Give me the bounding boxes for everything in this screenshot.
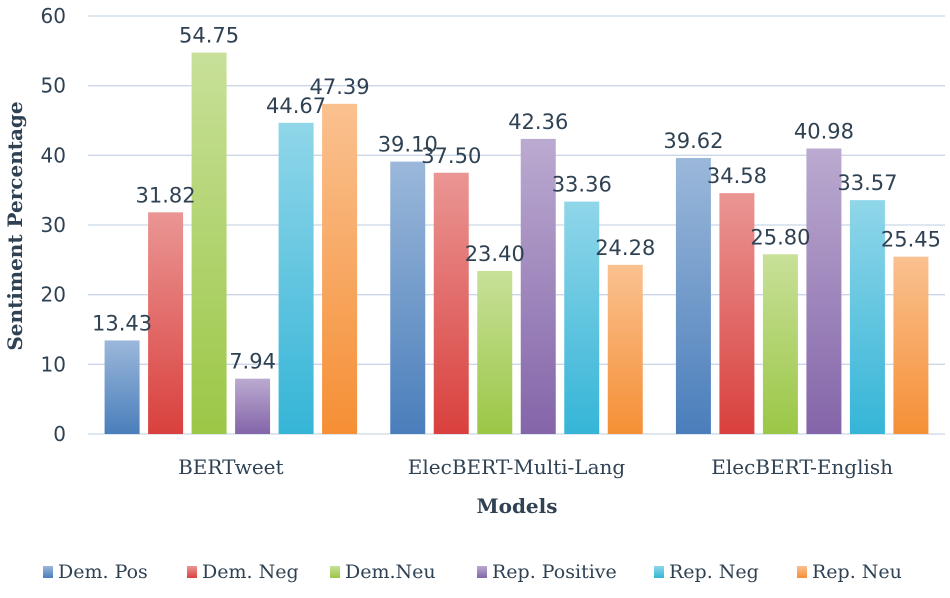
legend-swatch: [330, 566, 340, 578]
legend-label: Dem. Neg: [202, 561, 299, 583]
data-label: 25.80: [750, 225, 810, 249]
category-label: BERTweet: [178, 455, 283, 479]
data-label: 33.57: [837, 171, 897, 195]
data-label: 54.75: [179, 24, 239, 48]
data-label: 34.58: [707, 164, 767, 188]
data-label: 24.28: [595, 236, 655, 260]
y-tick-label: 50: [41, 74, 66, 98]
y-axis-title: Sentiment Percentage: [3, 101, 27, 350]
bar-dem-pos-0: [104, 340, 140, 434]
data-label: 39.62: [663, 129, 723, 153]
data-label: 47.39: [310, 75, 370, 99]
data-label: 44.67: [266, 94, 326, 118]
bars: [104, 52, 929, 435]
data-label: 31.82: [136, 183, 196, 207]
data-label: 7.94: [229, 350, 276, 374]
bar-dem-neg-0: [148, 212, 184, 434]
y-tick-label: 10: [41, 352, 66, 376]
bar-rep-neu-0: [322, 103, 358, 434]
y-tick-label: 0: [53, 422, 66, 446]
bar-rep-neg-2: [849, 200, 885, 434]
legend-label: Rep. Neg: [669, 561, 759, 583]
data-label: 39.10: [378, 133, 438, 157]
legend-swatch: [187, 566, 197, 578]
gridlines: [88, 15, 945, 435]
data-label: 37.50: [421, 144, 481, 168]
legend-label: Dem. Pos: [58, 561, 148, 583]
legend-swatch: [654, 566, 664, 578]
data-label: 23.40: [465, 242, 525, 266]
y-tick-label: 40: [41, 143, 66, 167]
data-label: 33.36: [552, 173, 612, 197]
bar-rep-neu-2: [893, 256, 929, 434]
category-label: ElecBERT-Multi-Lang: [408, 455, 626, 479]
legend-swatch: [797, 566, 807, 578]
legend-swatch: [477, 566, 487, 578]
legend-label: Rep. Positive: [492, 561, 617, 583]
bar-rep-neu-1: [607, 264, 643, 434]
legend-label: Rep. Neu: [812, 561, 902, 583]
category-label: ElecBERT-English: [711, 455, 893, 479]
bar-dem-pos-2: [675, 157, 711, 435]
legend: Dem. Pos Dem. Neg Dem.Neu Rep. Positive Rep.…: [43, 561, 902, 583]
bar-rep-neg-1: [564, 201, 600, 434]
y-tick-label: 20: [41, 283, 66, 307]
bar-rep-neg-0: [278, 122, 314, 434]
y-axis-ticks: 0 10 20 30 40 50 60: [41, 4, 66, 446]
bar-dem-neu-2: [762, 254, 798, 434]
bar-dem-neg-1: [433, 172, 469, 434]
bar-rep-positive-1: [520, 138, 556, 434]
bar-dem-pos-1: [390, 161, 426, 434]
data-label: 40.98: [794, 120, 854, 144]
y-tick-label: 30: [41, 213, 66, 237]
y-tick-label: 60: [41, 4, 66, 28]
data-label: 42.36: [508, 110, 568, 134]
x-axis-title: Models: [476, 494, 557, 518]
bar-dem-neu-0: [191, 52, 227, 434]
data-label: 13.43: [92, 311, 152, 335]
bar-rep-positive-0: [235, 378, 271, 434]
data-label: 25.45: [881, 228, 941, 252]
x-axis-categories: BERTweet ElecBERT-Multi-Lang ElecBERT-Engl…: [178, 455, 893, 479]
bar-dem-neg-2: [719, 193, 755, 434]
bar-dem-neu-1: [477, 270, 513, 434]
legend-label: Dem.Neu: [345, 561, 436, 583]
legend-swatch: [43, 566, 53, 578]
bar-rep-positive-2: [806, 148, 842, 435]
